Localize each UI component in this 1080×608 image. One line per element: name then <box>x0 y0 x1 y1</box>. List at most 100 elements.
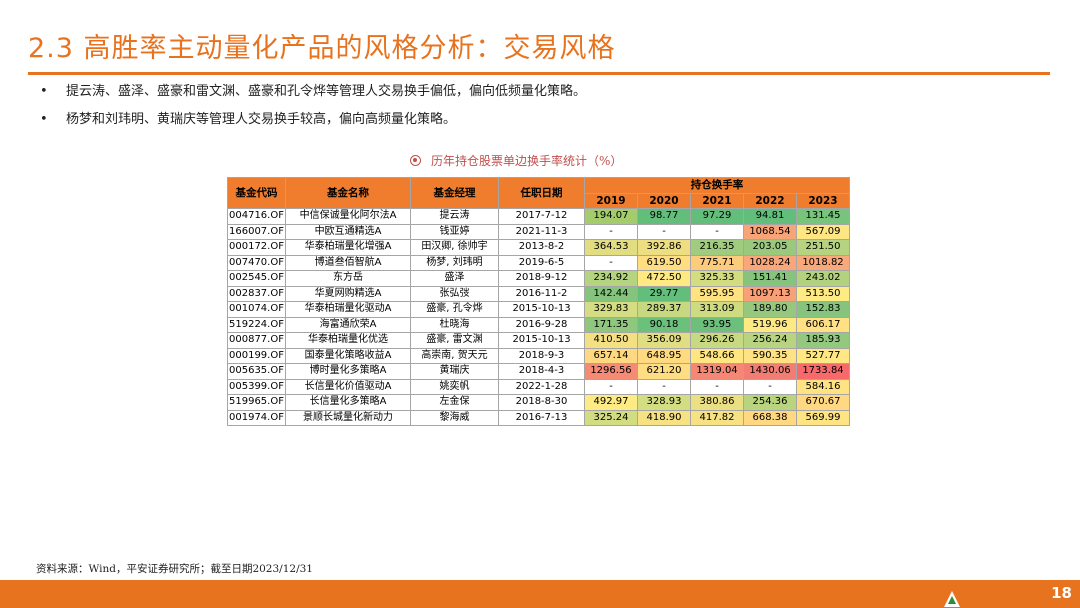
fund-name-cell: 华泰柏瑞量化驱动A <box>285 301 411 318</box>
fund-code-cell: 005399.OF <box>227 378 286 395</box>
turnover-cell: 472.50 <box>637 270 691 287</box>
header-year: 2023 <box>796 192 850 209</box>
fund-name-cell: 博时量化多策略A <box>285 363 411 380</box>
fund-name-cell: 长信量化价值驱动A <box>285 378 411 395</box>
fund-name-cell: 东方岳 <box>285 270 411 287</box>
fund-code-cell: 001974.OF <box>227 409 286 426</box>
fund-code-cell: 007470.OF <box>227 254 286 271</box>
fund-name-cell: 景顺长城量化新动力 <box>285 409 411 426</box>
turnover-cell: 775.71 <box>690 254 744 271</box>
table-caption: 历年持仓股票单边换手率统计（%） <box>410 152 622 169</box>
turnover-cell: - <box>637 378 691 395</box>
turnover-cell: 621.20 <box>637 363 691 380</box>
turnover-cell: 590.35 <box>743 347 797 364</box>
turnover-cell: 131.45 <box>796 208 850 225</box>
table-row: 000199.OF 国泰量化策略收益A 高崇南, 贺天元 2018-9-3 657.14… <box>227 347 850 364</box>
fund-name-cell: 华泰柏瑞量化优选 <box>285 332 411 349</box>
table-row: 005399.OF 长信量化价值驱动A 姚奕帆 2022-1-28- - - -584.16 <box>227 378 850 395</box>
appointment-date-cell: 2018-4-3 <box>498 363 585 380</box>
fund-code-cell: 004716.OF <box>227 208 286 225</box>
fund-manager-cell: 盛豪, 孔令烨 <box>410 301 499 318</box>
turnover-cell: 492.97 <box>584 394 638 411</box>
header-turnover: 持仓换手率 <box>584 177 850 194</box>
appointment-date-cell: 2016-7-13 <box>498 409 585 426</box>
page-title: 2.3 高胜率主动量化产品的风格分析：交易风格 <box>28 33 616 64</box>
fund-code-cell: 166007.OF <box>227 223 286 240</box>
fund-code-cell: 001074.OF <box>227 301 286 318</box>
table-row: 000172.OF 华泰柏瑞量化增强A 田汉卿, 徐帅宇 2013-8-2 364.53… <box>227 239 850 256</box>
header-year: 2020 <box>637 192 691 209</box>
caption-text: 历年持仓股票单边换手率统计（%） <box>431 154 623 168</box>
fund-code-cell: 519224.OF <box>227 316 286 333</box>
turnover-cell: 185.93 <box>796 332 850 349</box>
fund-name-cell: 海富通欣荣A <box>285 316 411 333</box>
turnover-cell: 1018.82 <box>796 254 850 271</box>
turnover-cell: 142.44 <box>584 285 638 302</box>
turnover-cell: 1733.84 <box>796 363 850 380</box>
appointment-date-cell: 2022-1-28 <box>498 378 585 395</box>
turnover-cell: 256.24 <box>743 332 797 349</box>
turnover-cell: 151.41 <box>743 270 797 287</box>
turnover-cell: 548.66 <box>690 347 744 364</box>
turnover-cell: 606.17 <box>796 316 850 333</box>
turnover-cell: 1296.56 <box>584 363 638 380</box>
fund-manager-cell: 高崇南, 贺天元 <box>410 347 499 364</box>
appointment-date-cell: 2018-9-3 <box>498 347 585 364</box>
appointment-date-cell: 2016-9-28 <box>498 316 585 333</box>
turnover-table: 基金代码 基金名称 基金经理 任职日期 持仓换手率 2019 2020 2021… <box>227 177 850 426</box>
turnover-cell: - <box>743 378 797 395</box>
turnover-cell: 289.37 <box>637 301 691 318</box>
fund-manager-cell: 田汉卿, 徐帅宇 <box>410 239 499 256</box>
fund-manager-cell: 左金保 <box>410 394 499 411</box>
header-year: 2019 <box>584 192 638 209</box>
turnover-cell: 29.77 <box>637 285 691 302</box>
turnover-cell: 94.81 <box>743 208 797 225</box>
fund-code-cell: 002837.OF <box>227 285 286 302</box>
table-body: 004716.OF 中信保诚量化阿尔法A 提云涛 2017-7-12 194.07 98.… <box>227 208 850 426</box>
bullet-text: 杨梦和刘玮明、黄瑞庆等管理人交易换手较高，偏向高频量化策略。 <box>66 112 457 127</box>
table-row: 007470.OF 博道叁佰智航A 杨梦, 刘玮明 2019-6-5-619.50 77… <box>227 254 850 271</box>
target-circle-icon <box>410 155 421 166</box>
turnover-cell: - <box>690 223 744 240</box>
fund-code-cell: 002545.OF <box>227 270 286 287</box>
fund-code-cell: 000172.OF <box>227 239 286 256</box>
appointment-date-cell: 2018-9-12 <box>498 270 585 287</box>
table-row: 519965.OF 长信量化多策略A 左金保 2018-8-30 492.97 328.9… <box>227 394 850 411</box>
turnover-cell: - <box>584 254 638 271</box>
title-underline <box>28 72 1050 75</box>
table-row: 519224.OF 海富通欣荣A 杜晓海 2016-9-28 171.35 90.18 93… <box>227 316 850 333</box>
turnover-cell: 670.67 <box>796 394 850 411</box>
fund-code-cell: 000199.OF <box>227 347 286 364</box>
appointment-date-cell: 2019-6-5 <box>498 254 585 271</box>
appointment-date-cell: 2021-11-3 <box>498 223 585 240</box>
turnover-cell: 203.05 <box>743 239 797 256</box>
turnover-cell: 1097.13 <box>743 285 797 302</box>
turnover-cell: 648.95 <box>637 347 691 364</box>
turnover-cell: 194.07 <box>584 208 638 225</box>
turnover-cell: 1430.06 <box>743 363 797 380</box>
fund-manager-cell: 黎海威 <box>410 409 499 426</box>
header-date: 任职日期 <box>498 177 585 209</box>
table-row: 166007.OF 中欧互通精选A 钱亚婷 2021-11-3- - -1068.54 56… <box>227 223 850 240</box>
turnover-cell: 216.35 <box>690 239 744 256</box>
turnover-cell: 296.26 <box>690 332 744 349</box>
company-logo-icon <box>944 591 960 607</box>
appointment-date-cell: 2015-10-13 <box>498 332 585 349</box>
fund-manager-cell: 盛豪, 雷文渊 <box>410 332 499 349</box>
turnover-cell: 254.36 <box>743 394 797 411</box>
fund-name-cell: 华泰柏瑞量化增强A <box>285 239 411 256</box>
fund-manager-cell: 杜晓海 <box>410 316 499 333</box>
turnover-cell: 329.83 <box>584 301 638 318</box>
turnover-cell: 657.14 <box>584 347 638 364</box>
turnover-cell: 1319.04 <box>690 363 744 380</box>
fund-manager-cell: 钱亚婷 <box>410 223 499 240</box>
turnover-cell: 584.16 <box>796 378 850 395</box>
appointment-date-cell: 2013-8-2 <box>498 239 585 256</box>
turnover-cell: - <box>637 223 691 240</box>
turnover-cell: 668.38 <box>743 409 797 426</box>
footer-bar <box>0 580 1080 608</box>
bullet-text: 提云涛、盛泽、盛豪和雷文渊、盛豪和孔令烨等管理人交易换手偏低，偏向低频量化策略。 <box>66 84 587 99</box>
fund-manager-cell: 盛泽 <box>410 270 499 287</box>
turnover-cell: 90.18 <box>637 316 691 333</box>
bullet-dot: • <box>40 112 48 127</box>
